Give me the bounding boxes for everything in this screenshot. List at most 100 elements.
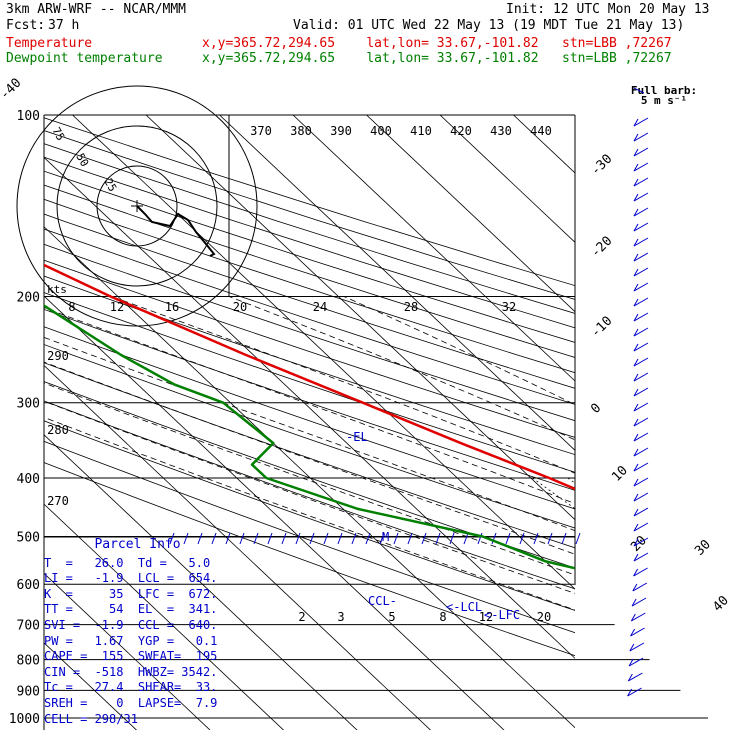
wind-barb-flag [633,253,639,262]
hodograph-units: kts [47,283,67,296]
wind-barb-flag [633,118,639,127]
wind-barb [337,532,343,545]
dry-adiabat-label: 400 [370,124,392,138]
mixing-ratio-label: 28 [404,300,418,314]
wind-barb [633,222,649,232]
hodograph-ring [16,85,258,327]
isotherm-line [145,115,575,521]
wind-barb-flag [633,343,639,352]
wind-barb-flag [633,403,639,412]
wind-barb [547,532,553,545]
wind-barb [575,532,581,545]
isotherm-label: 30 [692,537,714,559]
wind-barb [632,582,648,592]
wind-barb-flag [633,223,639,232]
mixing-ratio-label: 20 [233,300,247,314]
isotherm-line [44,434,358,730]
isotherm-line [44,364,432,730]
wind-barb-flag [633,553,639,562]
dry-adiabat-line [44,362,575,549]
mixing-ratio-line [532,477,575,510]
isotherm-label: -20 [588,234,615,261]
wind-barb [633,402,649,412]
wind-barb [633,192,649,202]
wind-barb [633,282,649,292]
wind-barb-flag [633,148,639,157]
wind-barb-flag [633,268,639,277]
wind-barb [211,532,217,545]
dry-adiabat-label: 290 [47,349,69,363]
parcel-info-row: CELL = 298/31 [44,711,138,726]
moist-adiabat-line [228,296,575,441]
pressure-axis-labels: 100 200 300 400 500 600 700 800 900 1000 [9,109,40,727]
mixing-ratio-label: 20 [537,610,551,624]
mixing-ratio-label: 5 [388,610,395,624]
dry-adiabat-line [44,326,575,510]
wind-barb [633,372,649,382]
wind-barb [628,657,644,667]
pressure-label: 300 [17,397,40,412]
full-barb-label: Full barb: [631,84,697,97]
wind-barb [633,507,649,517]
wind-barb-flag [629,643,635,652]
wind-barb [633,462,649,472]
wind-barb-flag [631,598,637,607]
isotherm-label: -10 [588,314,615,341]
isotherm-line [661,115,740,731]
wind-barb-flag [632,583,638,592]
wind-barb-flag [633,193,639,202]
wind-barb-flag [633,283,639,292]
wind-barb [629,642,645,652]
parcel-info-row: K = 35 LFC = 672. [44,586,218,601]
parcel-info-row: PW = 1.67 YGP = 0.1 [44,633,218,648]
full-barb-sample [633,87,645,94]
dewpoint-legend-info: x,y=365.72,294.65 lat,lon= 33.67,-101.82… [202,51,672,66]
dry-adiabat-label: 390 [330,124,352,138]
wind-barb [281,532,287,545]
wind-barb-flag [633,433,639,442]
wind-barb-flag [633,373,639,382]
moist-adiabat-line [44,307,575,505]
wind-barb-flag [627,688,633,697]
isotherm-line [661,115,740,731]
isotherm-line [44,226,575,729]
wind-barb [631,612,646,622]
parcel-info-row: LI = -1.9 LCL = 654. [44,571,218,586]
wind-barb-flag [633,523,639,532]
dry-adiabat-label: 430 [490,124,512,138]
pressure-label: 600 [17,578,40,593]
wind-barb-flag [627,673,633,682]
parcel-info-panel: Parcel Info T = 26.0 Td = 5.0 LI = -1.9 L… [44,537,231,727]
isotherm-label: 0 [588,401,604,417]
wind-barb [561,532,567,545]
temperature-profile [44,263,575,491]
wind-barb [633,432,649,442]
wind-barb-flag [633,478,639,487]
lfc-annotation: <-LFC [484,608,520,622]
parcel-info-row: CIN = -518 HWBZ= 3542. [44,664,218,679]
wind-barb [253,532,259,545]
wind-barb-flag [633,298,639,307]
dry-adiabat-labels: 370 380 390 400 410 420 430 440 290 280 270 [47,124,552,508]
wind-barb [295,532,301,545]
wind-barb-flag [633,313,639,322]
mixing-ratio-label: 24 [313,300,327,314]
parcel-info-row: CAPE = 155 SWEAT= 195 [44,649,218,664]
wind-barb-flag [633,418,639,427]
pressure-label: 500 [17,530,40,545]
wind-barb [633,522,649,532]
wind-barb-flag [633,388,639,397]
mixing-ratio-label: 12 [110,300,124,314]
wind-barb-flag [630,613,636,622]
parcel-info-row: SREH = 0 LAPSE= 7.9 [44,695,218,710]
parcel-info-row: Tc = 27.4 SHEAR= 33. [44,680,218,695]
dry-adiabat-label: 270 [47,494,69,508]
wind-barb-flag [633,568,639,577]
mixing-ratio-label: 32 [502,300,516,314]
wind-barb-flag [633,178,639,187]
parcel-info-title: Parcel Info [94,537,181,552]
wind-barb-flag [633,208,639,217]
wind-barb-flag [633,328,639,337]
isotherm-line [514,115,740,731]
wind-barb [633,492,649,502]
